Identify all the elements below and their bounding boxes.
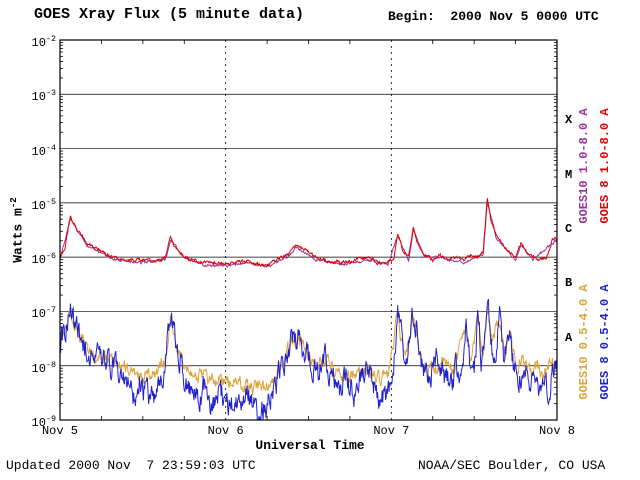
y-tick-label: 10-9 — [18, 412, 56, 430]
y-tick-exponent: -8 — [45, 359, 56, 370]
source-attribution: NOAA/SEC Boulder, CO USA — [418, 458, 606, 473]
flare-class-label: M — [565, 167, 573, 182]
y-tick-label: 10-4 — [18, 141, 56, 159]
series-goes8-long — [59, 198, 558, 268]
y-tick-exponent: -6 — [45, 251, 56, 262]
y-tick-exponent: -7 — [45, 305, 56, 316]
y-tick-base: 10 — [31, 90, 46, 105]
y-tick-label: 10-3 — [18, 86, 56, 104]
y-tick-base: 10 — [31, 253, 46, 268]
y-tick-exponent: -5 — [45, 196, 56, 207]
y-tick-exponent: -9 — [45, 414, 56, 424]
x-tick-label: Nov 8 — [538, 424, 575, 438]
y-tick-label: 10-7 — [18, 303, 56, 321]
y-tick-base: 10 — [31, 36, 46, 50]
flare-class-label: B — [565, 276, 573, 291]
series-goes8-short — [59, 298, 558, 421]
chart-title: GOES Xray Flux (5 minute data) — [34, 6, 305, 23]
x-tick-label: Nov 6 — [207, 424, 244, 438]
y-tick-base: 10 — [31, 361, 46, 376]
y-tick-label: 10-6 — [18, 249, 56, 267]
x-axis-title: Universal Time — [255, 438, 365, 453]
y-tick-base: 10 — [31, 198, 46, 213]
flare-class-label: C — [565, 222, 573, 236]
flare-class-label: X — [565, 113, 573, 128]
legend-goes10-long: GOES10 1.0-8.0 A — [577, 108, 591, 224]
legend-goes10-short: GOES10 0.5-4.0 A — [577, 284, 591, 400]
updated-timestamp: Updated 2000 Nov 7 23:59:03 UTC — [6, 458, 256, 473]
plot-frame — [59, 39, 558, 421]
x-tick-label: Nov 7 — [373, 424, 410, 438]
y-tick-base: 10 — [31, 144, 46, 159]
flare-class-label: A — [565, 330, 573, 345]
y-tick-label: 10-2 — [18, 32, 56, 50]
y-tick-base: 10 — [31, 307, 46, 322]
y-tick-label: 10-8 — [18, 358, 56, 376]
x-tick-label: Nov 5 — [41, 424, 78, 438]
y-tick-exponent: -3 — [45, 88, 56, 99]
y-tick-exponent: -2 — [45, 34, 56, 44]
y-tick-exponent: -4 — [45, 142, 56, 153]
y-tick-label: 10-5 — [18, 195, 56, 213]
legend-goes8-long: GOES 8 1.0-8.0 A — [598, 108, 612, 224]
series-goes10-short — [59, 305, 558, 396]
legend-goes8-short: GOES 8 0.5-4.0 A — [598, 284, 612, 400]
y-tick-base: 10 — [31, 416, 46, 430]
begin-timestamp-label: Begin: 2000 Nov 5 0000 UTC — [388, 9, 599, 24]
